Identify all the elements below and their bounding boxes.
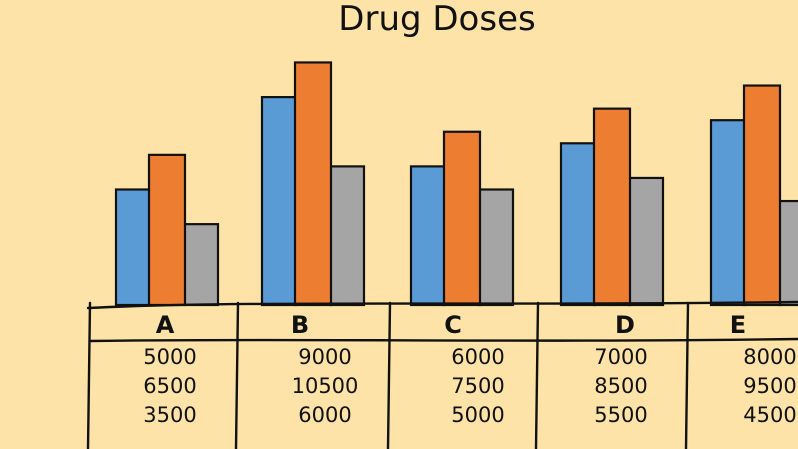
bar-e-series-2 bbox=[742, 84, 782, 307]
table-cell: 3500 bbox=[143, 403, 196, 427]
table-cell: 4500 bbox=[743, 403, 796, 427]
bar-b-series-2 bbox=[293, 61, 333, 307]
table-vertical-line bbox=[86, 301, 92, 449]
table-cell: 8000 bbox=[743, 345, 796, 369]
category-label-a: A bbox=[156, 311, 175, 339]
table-cell: 6000 bbox=[451, 345, 504, 369]
table-cell: 6500 bbox=[143, 374, 196, 398]
bar-a-series-3 bbox=[182, 223, 220, 307]
bar-a-series-1 bbox=[114, 188, 152, 307]
table-cell: 5500 bbox=[594, 403, 647, 427]
table-cell: 10500 bbox=[292, 374, 359, 398]
table-cell: 8500 bbox=[594, 374, 647, 398]
bar-e-series-1 bbox=[709, 119, 747, 307]
bar-d-series-3 bbox=[627, 176, 665, 307]
table-cell: 5000 bbox=[143, 345, 196, 369]
table-vertical-line bbox=[386, 301, 392, 449]
category-label-e: E bbox=[730, 311, 746, 339]
bar-d-series-1 bbox=[559, 142, 597, 307]
table-vertical-line bbox=[534, 301, 540, 449]
table-cell: 6000 bbox=[298, 403, 351, 427]
table-horizontal-line bbox=[86, 300, 798, 310]
category-label-c: C bbox=[444, 311, 462, 339]
bars-group bbox=[114, 61, 798, 307]
table-vertical-line bbox=[234, 301, 240, 449]
bar-b-series-1 bbox=[260, 95, 298, 307]
table-cell: 7000 bbox=[594, 345, 647, 369]
table-cell: 9500 bbox=[743, 374, 796, 398]
data-table: A B C D E 5000 9000 6000 7000 8000 6500 10500 7500 85… bbox=[86, 300, 798, 449]
bar-a-series-2 bbox=[147, 153, 187, 307]
chart-title: Drug Doses bbox=[338, 0, 535, 39]
bar-c-series-1 bbox=[409, 165, 447, 307]
category-label-b: B bbox=[291, 311, 309, 339]
bar-c-series-2 bbox=[442, 130, 482, 307]
bar-c-series-3 bbox=[477, 188, 515, 307]
category-label-d: D bbox=[615, 311, 635, 339]
table-cell: 5000 bbox=[451, 403, 504, 427]
table-cell: 9000 bbox=[298, 345, 351, 369]
bar-b-series-3 bbox=[328, 165, 366, 307]
bar-e-series-3 bbox=[777, 199, 798, 307]
table-cell: 7500 bbox=[451, 374, 504, 398]
table-horizontal-line bbox=[88, 337, 798, 343]
table-vertical-line bbox=[684, 301, 690, 449]
bar-d-series-2 bbox=[592, 107, 632, 307]
